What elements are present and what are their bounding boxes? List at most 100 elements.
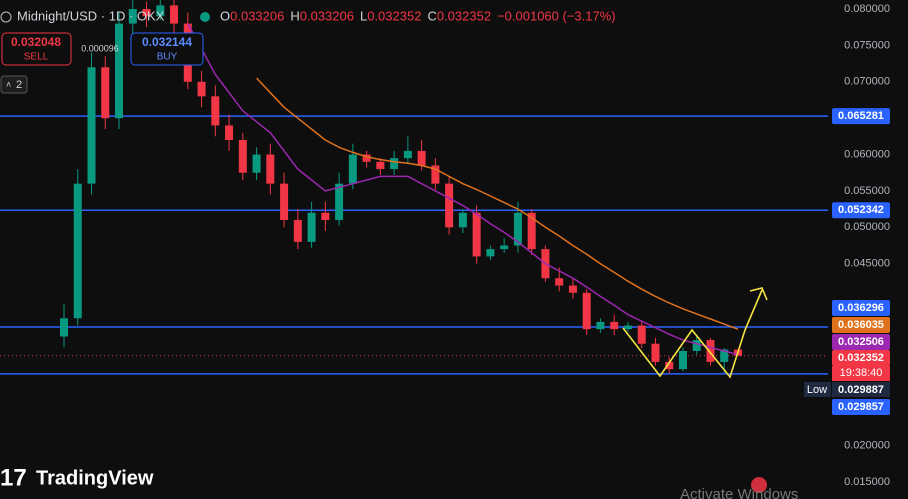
candle-body <box>321 212 330 221</box>
candle-body <box>307 212 316 242</box>
candle-body <box>610 321 619 330</box>
y-tick-label: 0.060000 <box>844 148 890 160</box>
candle-body <box>417 150 426 166</box>
candle-body <box>458 212 467 228</box>
price-label: 0.032506 <box>838 336 884 348</box>
ohlc-readout: O 0.033206 H 0.033206 L 0.032352 C 0.032352 <box>220 8 491 23</box>
y-tick-label: 0.075000 <box>844 39 890 51</box>
price-label-box <box>832 300 890 316</box>
buy-price: 0.032144 <box>142 35 192 49</box>
candle-body <box>651 343 660 362</box>
candle-body <box>197 81 206 97</box>
candle-body <box>513 212 522 246</box>
countdown: 19:38:40 <box>840 367 883 379</box>
ohlc-key: O <box>220 8 230 23</box>
price-label-box <box>832 350 890 366</box>
symbol-icon <box>0 11 12 23</box>
candle-body <box>211 96 220 126</box>
plot <box>0 0 828 375</box>
low-value-box <box>832 382 890 397</box>
candle-body <box>73 183 82 319</box>
ohlc-key: H <box>290 8 299 23</box>
candle-body <box>555 278 564 286</box>
os-watermark: Activate Windows <box>680 486 798 499</box>
y-tick-label: 0.050000 <box>844 221 890 233</box>
countdown-box <box>832 366 890 381</box>
candle-body <box>568 285 577 293</box>
indicators-toggle[interactable] <box>0 75 28 94</box>
y-tick-label: 0.070000 <box>844 76 890 88</box>
ohlc-key: C <box>427 8 436 23</box>
pattern-arrowhead <box>749 287 768 301</box>
candle-body <box>252 154 261 173</box>
candle-body <box>362 154 371 162</box>
candle-body <box>156 5 165 17</box>
moving-average <box>256 77 739 330</box>
ohlc-value: 0.032352 <box>437 8 491 23</box>
pattern-drawing <box>622 289 763 379</box>
buy-label: BUY <box>157 52 178 63</box>
y-tick-label: 0.045000 <box>844 258 890 270</box>
sell-label: SELL <box>24 52 49 63</box>
candle-body <box>582 292 591 330</box>
candle-body <box>376 161 385 170</box>
candle-body <box>101 67 110 119</box>
ohlc-value: 0.033206 <box>230 8 284 23</box>
candle-body <box>472 212 481 257</box>
ohlc-value: 0.033206 <box>300 8 354 23</box>
market-status <box>200 12 210 22</box>
price-label: 0.029857 <box>838 401 884 413</box>
candle-body <box>720 349 729 362</box>
brand-logo: 17 <box>0 464 27 491</box>
flag-icon <box>751 477 767 493</box>
moving-average <box>187 23 739 356</box>
brand-name: TradingView <box>36 467 154 489</box>
candle-body <box>637 325 646 344</box>
candle-body <box>706 340 715 362</box>
candle-body <box>390 158 399 170</box>
candle-body <box>445 183 454 228</box>
price-label: 0.065281 <box>838 110 884 122</box>
candle-body <box>87 67 96 184</box>
candle-body <box>527 212 536 250</box>
candle-body <box>266 154 275 184</box>
candle-body <box>431 165 440 184</box>
candle-body <box>348 154 357 184</box>
price-label-box <box>832 399 890 415</box>
candle-body <box>225 125 234 140</box>
sell-price: 0.032048 <box>11 35 61 49</box>
buy-button[interactable] <box>130 32 204 66</box>
candle-body <box>238 139 247 173</box>
sell-button[interactable] <box>1 32 72 66</box>
y-tick-label: 0.020000 <box>844 439 890 451</box>
price-label-box <box>832 202 890 219</box>
price-label: 0.036035 <box>838 319 884 331</box>
candle-body <box>128 9 137 24</box>
candle-body <box>142 9 151 17</box>
indicator-count: 2 <box>16 79 22 91</box>
toggle-icon: ˄ <box>6 79 11 89</box>
candle-body <box>115 23 124 119</box>
candle-body <box>678 351 687 370</box>
ohlc-value: 0.032352 <box>367 8 421 23</box>
candle-body <box>280 183 289 221</box>
price-label: 0.032352 <box>838 352 884 364</box>
y-tick-label: 0.055000 <box>844 185 890 197</box>
price-axis: 0.080000 0.075000 0.070000 0.060000 0.055000… <box>804 3 890 488</box>
low-value: 0.029887 <box>838 384 884 396</box>
change: −0.001060 (−3.17%) <box>497 8 616 23</box>
price-label: 0.036296 <box>838 302 884 314</box>
spread: 0.000096 <box>81 43 119 53</box>
price-label-box <box>832 317 890 333</box>
low-tag-box <box>804 382 831 397</box>
candle-body <box>665 361 674 370</box>
price-label: 0.052342 <box>838 204 884 216</box>
price-label-box <box>832 334 890 350</box>
candle-body <box>293 220 302 242</box>
ohlc-key: L <box>360 8 367 23</box>
candle-body <box>486 249 495 257</box>
candle-body <box>403 150 412 159</box>
